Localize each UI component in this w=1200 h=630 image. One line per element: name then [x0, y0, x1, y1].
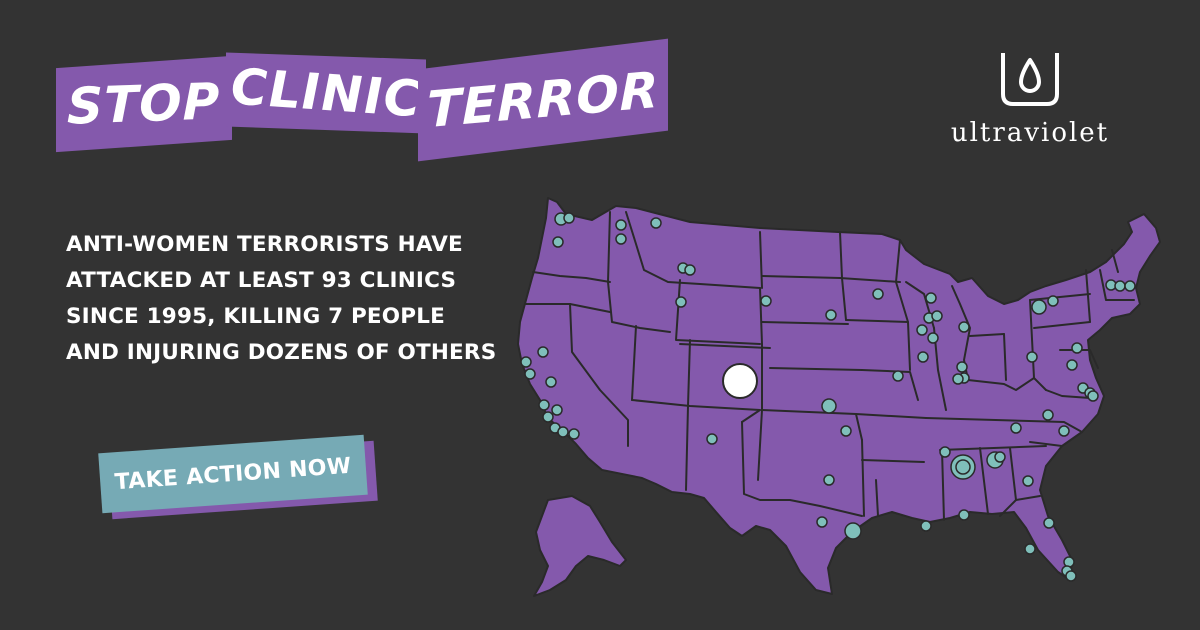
- statistic-line: AND INJURING DOZENS OF OTHERS: [66, 340, 497, 365]
- map-marker: [825, 309, 837, 321]
- statistic-line: SINCE 1995, KILLING 7 PEOPLE: [66, 304, 446, 329]
- statistic-line: ATTACKED AT LEAST 93 CLINICS: [66, 268, 457, 293]
- map-marker: [1047, 295, 1059, 307]
- map-marker: [615, 233, 627, 245]
- map-marker: [675, 296, 687, 308]
- ultraviolet-droplet-icon: [1001, 53, 1059, 106]
- map-marker: [816, 516, 828, 528]
- map-marker: [1071, 342, 1083, 354]
- statistic-line: ANTI-WOMEN TERRORISTS HAVE: [66, 232, 463, 257]
- map-marker: [958, 321, 970, 333]
- state-borders: [525, 211, 1135, 521]
- map-marker: [1114, 280, 1126, 292]
- map-marker: [925, 292, 937, 304]
- map-marker: [545, 376, 557, 388]
- map-marker: [917, 351, 929, 363]
- map-marker: [956, 361, 968, 373]
- map-marker: [760, 295, 772, 307]
- map-marker: [916, 324, 928, 336]
- map-marker: [840, 425, 852, 437]
- highlighted-clinic-marker: [722, 363, 758, 399]
- map-marker: [1087, 390, 1099, 402]
- logo-wordmark: ultraviolet: [950, 118, 1110, 148]
- map-marker: [1026, 351, 1038, 363]
- map-marker: [557, 426, 569, 438]
- map-marker: [542, 411, 554, 423]
- map-marker: [538, 399, 550, 411]
- map-marker: [1124, 280, 1136, 292]
- map-marker: [1058, 425, 1070, 437]
- map-marker: [892, 370, 904, 382]
- attack-statistic-text: ANTI-WOMEN TERRORISTS HAVE ATTACKED AT L…: [66, 227, 506, 371]
- map-marker: [958, 509, 970, 521]
- map-marker: [821, 398, 837, 414]
- map-marker: [520, 356, 532, 368]
- map-marker: [939, 446, 951, 458]
- map-marker: [1031, 299, 1047, 315]
- map-marker: [537, 346, 549, 358]
- map-marker: [927, 332, 939, 344]
- map-marker: [568, 428, 580, 440]
- ultraviolet-logo[interactable]: ultraviolet: [930, 48, 1130, 158]
- map-marker: [844, 522, 862, 540]
- map-marker: [706, 433, 718, 445]
- map-marker: [551, 404, 563, 416]
- map-marker: [955, 459, 971, 475]
- map-marker: [1010, 422, 1022, 434]
- map-marker: [552, 236, 564, 248]
- map-marker: [524, 368, 536, 380]
- map-marker: [952, 373, 964, 385]
- map-marker: [920, 520, 932, 532]
- map-marker: [1043, 517, 1055, 529]
- map-marker: [1024, 543, 1036, 555]
- map-marker: [684, 264, 696, 276]
- map-marker: [1066, 359, 1078, 371]
- map-marker: [994, 451, 1006, 463]
- map-marker: [872, 288, 884, 300]
- map-marker: [650, 217, 662, 229]
- map-marker: [1022, 475, 1034, 487]
- clinic-attack-markers: [520, 212, 1136, 582]
- map-marker: [823, 474, 835, 486]
- map-marker: [931, 310, 943, 322]
- map-marker: [615, 219, 627, 231]
- map-marker: [1065, 570, 1077, 582]
- map-marker: [1042, 409, 1054, 421]
- map-marker: [563, 212, 575, 224]
